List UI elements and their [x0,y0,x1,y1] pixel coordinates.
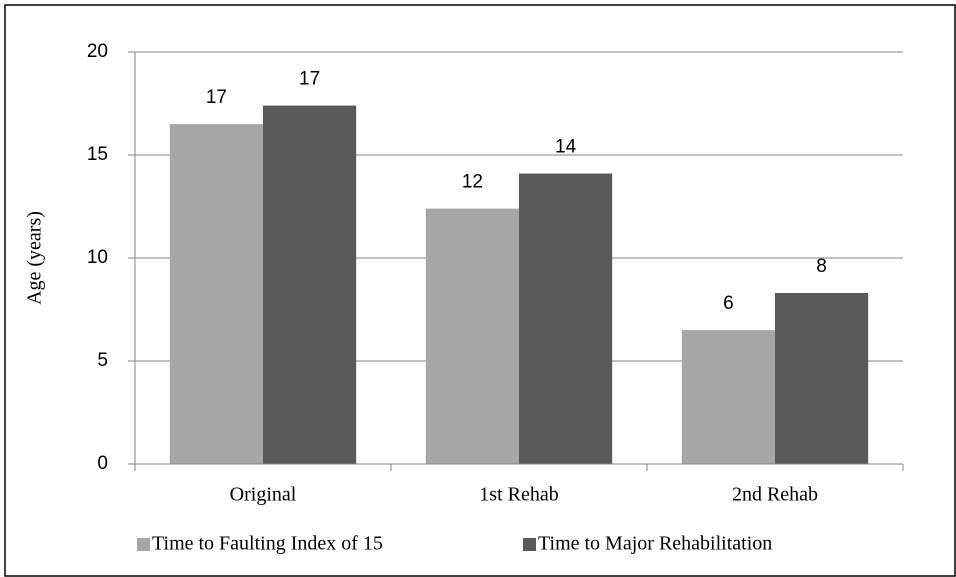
bar [519,173,613,465]
bar [681,330,775,464]
bar [775,293,869,464]
x-tick-label: Original [230,484,297,506]
x-tick-label: 2nd Rehab [732,484,818,506]
legend-swatch [523,538,536,551]
data-label: 17 [206,87,227,108]
data-label: 6 [723,293,734,314]
data-label: 8 [816,256,827,277]
y-tick-label: 5 [97,350,108,371]
y-tick-label: 15 [87,144,108,165]
chart-frame [4,4,956,577]
data-label: 14 [555,137,577,158]
data-label: 12 [462,172,483,193]
x-tick-label: 1st Rehab [479,484,558,506]
bar [169,124,263,464]
y-axis-title: Age (years) [24,211,46,305]
y-tick-label: 20 [87,41,108,62]
bar [425,208,519,464]
data-label: 17 [299,69,320,90]
legend-swatch [137,538,150,551]
legend-label: Time to Faulting Index of 15 [152,533,383,555]
bar [263,105,357,464]
y-tick-label: 0 [97,453,108,474]
legend-label: Time to Major Rehabilitation [538,533,772,555]
y-tick-label: 10 [87,247,108,268]
